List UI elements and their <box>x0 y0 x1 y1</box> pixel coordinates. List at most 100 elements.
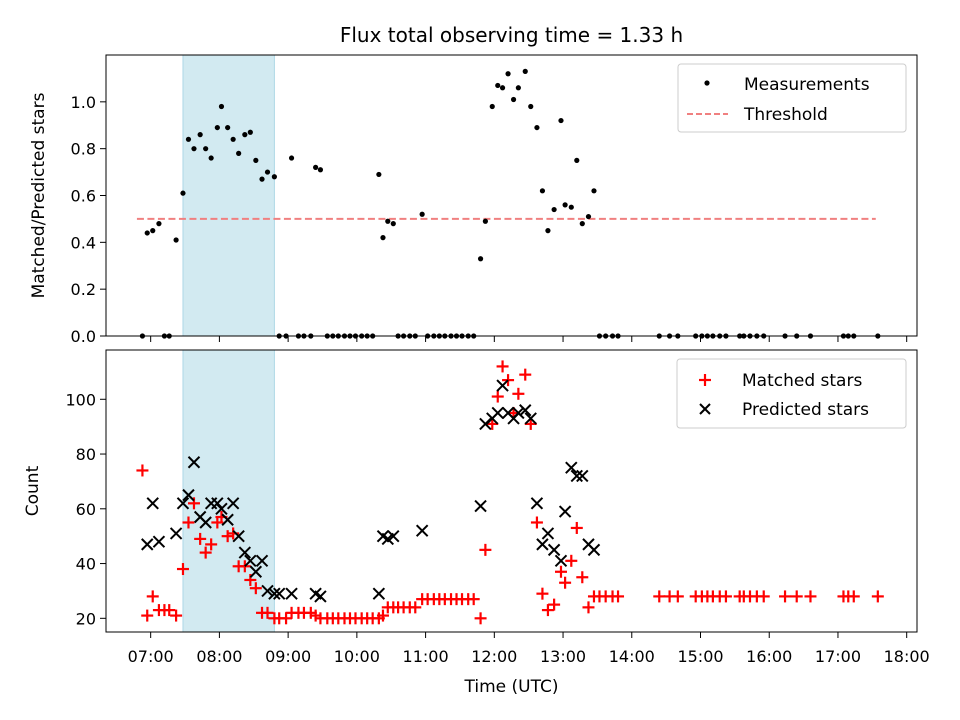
predicted-star-point <box>415 524 429 537</box>
measurement-point <box>551 206 557 213</box>
y-tick-label: 20 <box>76 609 96 628</box>
matched-star-point <box>512 387 525 400</box>
measurement-point <box>156 221 162 227</box>
x-tick-label: 13:00 <box>540 647 586 666</box>
predicted-star-point <box>519 404 532 417</box>
measurement-point <box>247 129 253 135</box>
x-tick-label: 11:00 <box>403 647 449 666</box>
matched-star-point <box>612 590 625 603</box>
legend-marker-matched <box>699 374 711 386</box>
predicted-star-point <box>255 554 269 568</box>
observing-window-band <box>182 349 275 633</box>
measurement-point <box>579 221 585 227</box>
measurement-point <box>585 213 592 220</box>
predicted-star-point <box>238 546 252 559</box>
y-tick-label: 0.6 <box>71 187 96 206</box>
matched-star-point <box>221 530 234 543</box>
measurement-point <box>495 82 501 89</box>
measurement-point <box>208 155 214 161</box>
measurement-point <box>271 174 277 180</box>
matched-star-point <box>790 590 803 603</box>
matched-star-point <box>496 360 509 373</box>
legend-label-predicted: Predicted stars <box>742 400 869 420</box>
measurement-point <box>477 256 484 262</box>
measurement-point <box>505 71 511 77</box>
predicted-star-point <box>268 587 281 600</box>
predicted-star-point <box>576 469 589 483</box>
measurement-point <box>242 132 248 138</box>
x-tick-label: 08:00 <box>196 647 242 666</box>
matched-star-point <box>280 612 293 625</box>
measurement-point <box>522 68 528 74</box>
measurement-point <box>197 132 203 138</box>
matched-star-point <box>653 590 666 603</box>
predicted-star-point <box>176 497 190 510</box>
matched-star-point <box>141 609 154 622</box>
matched-star-point <box>757 590 770 603</box>
y-tick-label: 0.0 <box>71 327 96 346</box>
matched-star-point <box>871 590 884 603</box>
matched-star-point <box>548 598 561 611</box>
measurement-point <box>185 136 192 142</box>
measurement-point <box>230 136 236 142</box>
predicted-star-point <box>558 505 572 518</box>
legend-frame-top <box>677 63 907 133</box>
matched-star-point <box>194 532 207 545</box>
x-tick-label: 07:00 <box>128 647 174 666</box>
measurement-point <box>591 188 597 194</box>
matched-star-point <box>163 604 176 617</box>
measurement-point <box>489 103 495 110</box>
predicted-star-point <box>314 590 327 603</box>
predicted-star-point <box>372 587 386 600</box>
legend-top: Measurements Threshold <box>677 63 907 133</box>
measurement-point <box>253 157 259 163</box>
predicted-star-point <box>187 456 201 469</box>
matched-star-point <box>182 516 195 529</box>
x-tick-label: 16:00 <box>746 647 792 666</box>
matched-star-point <box>559 576 572 589</box>
matched-star-point <box>565 554 578 567</box>
matched-star-point <box>541 604 554 617</box>
matched-star-point <box>467 593 480 606</box>
measurement-point <box>144 230 150 236</box>
predicted-star-point <box>587 543 601 557</box>
predicted-star-point <box>524 412 537 425</box>
predicted-star-point <box>152 535 166 548</box>
matched-star-point <box>261 606 274 619</box>
matched-star-point <box>719 590 732 603</box>
measurement-point <box>499 85 506 91</box>
measurement-point <box>218 103 225 110</box>
matched-star-point <box>536 587 549 600</box>
matched-star-point <box>847 590 860 603</box>
chart-title: Flux total observing time = 1.33 h <box>340 23 683 47</box>
measurement-point <box>225 124 231 131</box>
measurement-point <box>390 221 396 227</box>
predicted-star-point <box>226 497 240 510</box>
predicted-star-point <box>272 587 286 600</box>
measurement-point <box>264 169 271 175</box>
predicted-star-point <box>474 499 487 513</box>
y-tick-label: 80 <box>76 445 96 464</box>
predicted-star-point <box>570 469 583 483</box>
y-axis-label-top: Matched/Predicted stars <box>29 92 49 298</box>
measurement-point <box>510 96 517 103</box>
measurement-point <box>236 150 242 156</box>
matched-star-point <box>205 538 218 551</box>
measurement-point <box>180 190 186 196</box>
matched-star-point <box>249 582 262 595</box>
predicted-star-point <box>547 543 561 557</box>
predicted-star-point <box>565 461 578 474</box>
x-axis-label: Time (UTC) <box>464 677 559 697</box>
legend-label-threshold: Threshold <box>743 105 828 125</box>
predicted-star-point <box>530 497 544 510</box>
plot-frame-bottom <box>105 349 918 633</box>
predicted-star-point <box>496 379 509 392</box>
measurement-point <box>385 218 391 224</box>
measurement-point <box>558 117 564 124</box>
legend-label-measurements: Measurements <box>744 75 870 95</box>
measurement-point <box>574 157 580 163</box>
measurement-point <box>214 124 220 131</box>
x-tick-label: 12:00 <box>471 647 517 666</box>
measurement-point <box>562 202 568 208</box>
